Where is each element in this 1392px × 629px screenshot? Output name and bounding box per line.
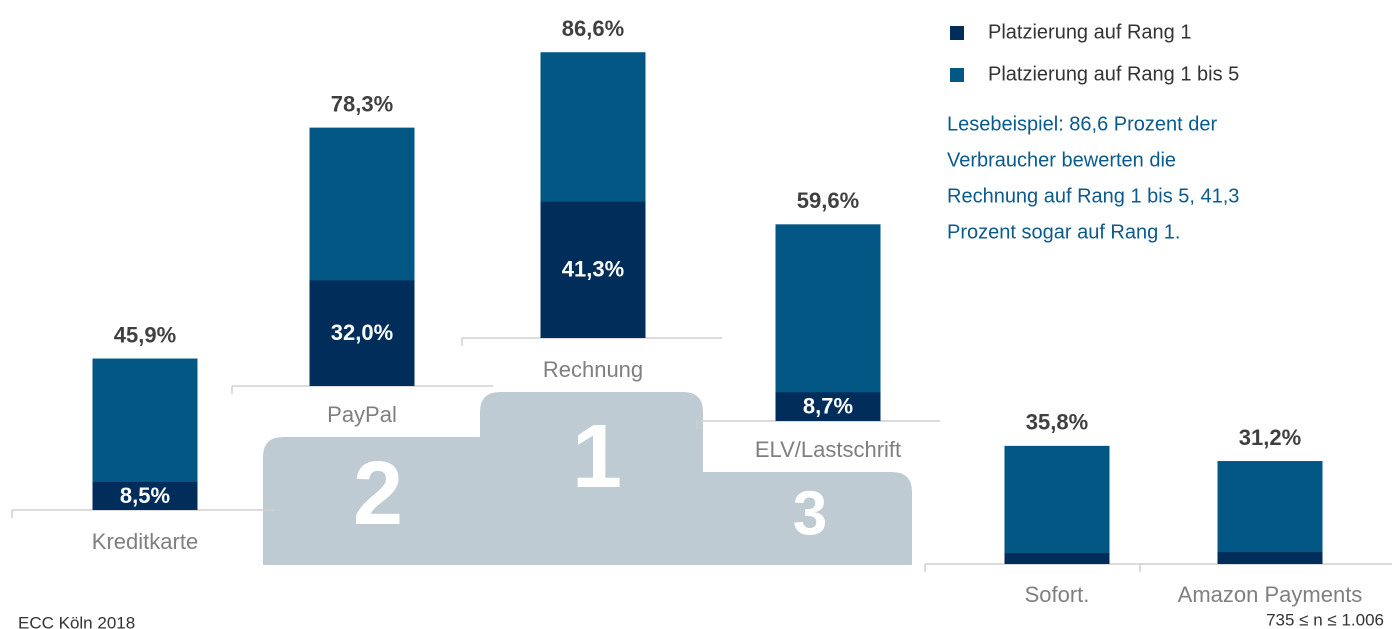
- category-label: ELV/Lastschrift: [755, 437, 901, 462]
- value-label: 78,3%: [331, 91, 393, 116]
- annotation: Prozent sogar auf Rang 1.: [947, 221, 1180, 243]
- bar: [1218, 461, 1323, 564]
- value-label: 31,2%: [1239, 425, 1301, 450]
- category-label: PayPal: [327, 402, 397, 427]
- legend-label: Platzierung auf Rang 1: [988, 21, 1191, 43]
- annotation: Lesebeispiel: 86,6 Prozent der: [947, 113, 1218, 135]
- value-label: 8,7%: [803, 393, 853, 418]
- value-label: 59,6%: [797, 188, 859, 213]
- value-label: 86,6%: [562, 16, 624, 41]
- bar: [1218, 552, 1323, 564]
- value-label: 8,5%: [120, 483, 170, 508]
- chart: 2 1 3 ECC Köln 2018 735 ≤ n ≤ 1.006 Kred…: [0, 0, 1392, 629]
- value-label: 41,3%: [562, 257, 624, 282]
- legend-swatch: [950, 26, 964, 40]
- value-label: 32,0%: [331, 320, 393, 345]
- category-label: Kreditkarte: [92, 529, 198, 554]
- annotation: Verbraucher bewerten die: [947, 149, 1176, 171]
- legend-swatch: [950, 68, 964, 82]
- category-label: Amazon Payments: [1178, 582, 1363, 607]
- bar: [776, 224, 881, 421]
- podium-label: 2: [353, 444, 403, 544]
- value-label: 35,8%: [1026, 410, 1088, 435]
- podium-label: 3: [793, 479, 827, 548]
- podium-label: 1: [572, 407, 622, 507]
- annotation: Rechnung auf Rang 1 bis 5, 41,3: [947, 185, 1239, 207]
- sample-note: 735 ≤ n ≤ 1.006: [1266, 610, 1384, 629]
- bar: [1005, 446, 1110, 564]
- value-label: 45,9%: [114, 322, 176, 347]
- source: ECC Köln 2018: [18, 613, 135, 629]
- category-label: Sofort.: [1025, 582, 1090, 607]
- legend-label: Platzierung auf Rang 1 bis 5: [988, 63, 1239, 85]
- category-label: Rechnung: [543, 357, 643, 382]
- bar: [1005, 553, 1110, 564]
